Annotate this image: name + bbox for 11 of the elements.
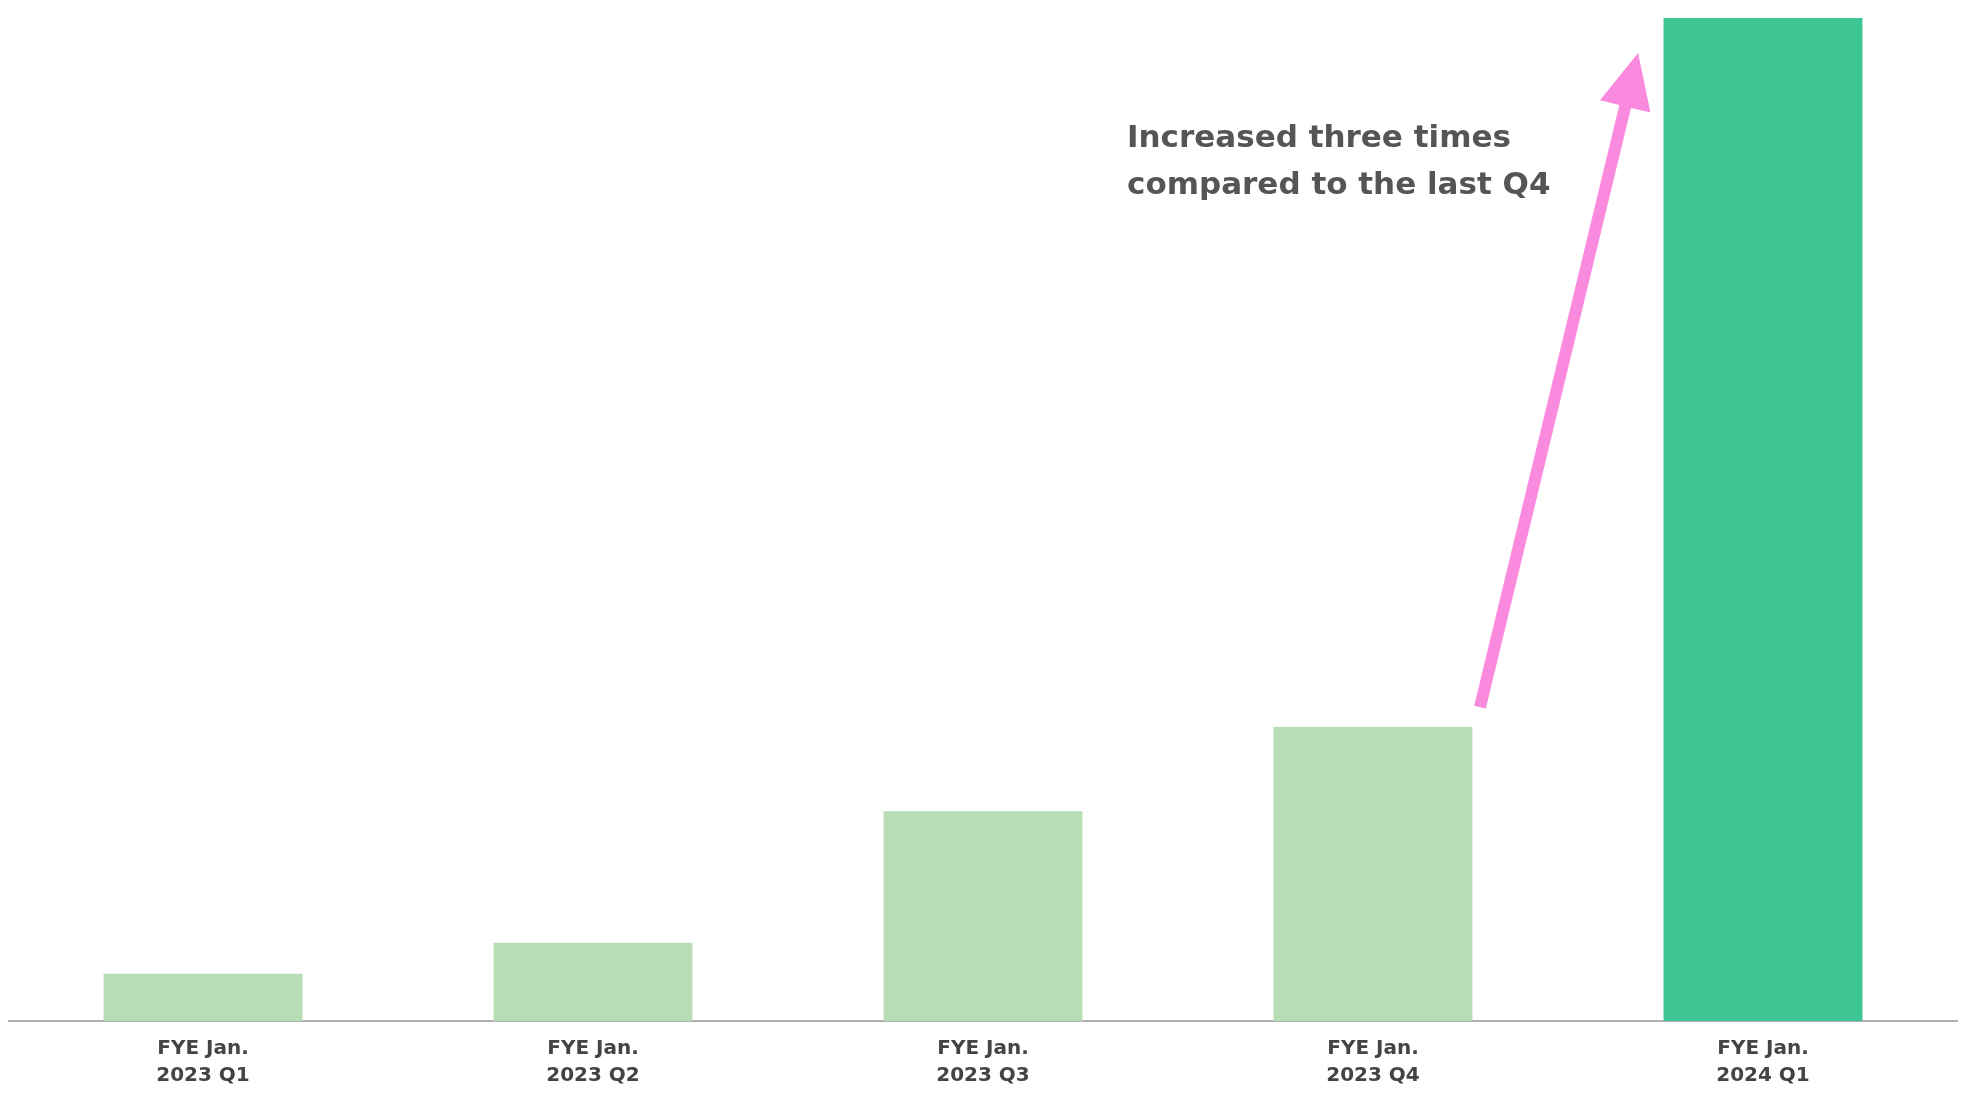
bar [103,973,303,1021]
bar [1273,727,1473,1021]
x-tick-label: FYE Jan. 2023 Q4 [1326,1034,1420,1086]
x-tick-label: FYE Jan. 2023 Q2 [546,1034,640,1086]
x-tick-label: FYE Jan. 2024 Q1 [1716,1034,1810,1086]
bar [493,942,693,1021]
bar [1663,18,1863,1021]
x-tick-label: FYE Jan. 2023 Q3 [936,1034,1030,1086]
x-tick-label: FYE Jan. 2023 Q1 [156,1034,250,1086]
bar [883,811,1083,1021]
annotation: Increased three times compared to the last Q4 [1127,117,1552,203]
